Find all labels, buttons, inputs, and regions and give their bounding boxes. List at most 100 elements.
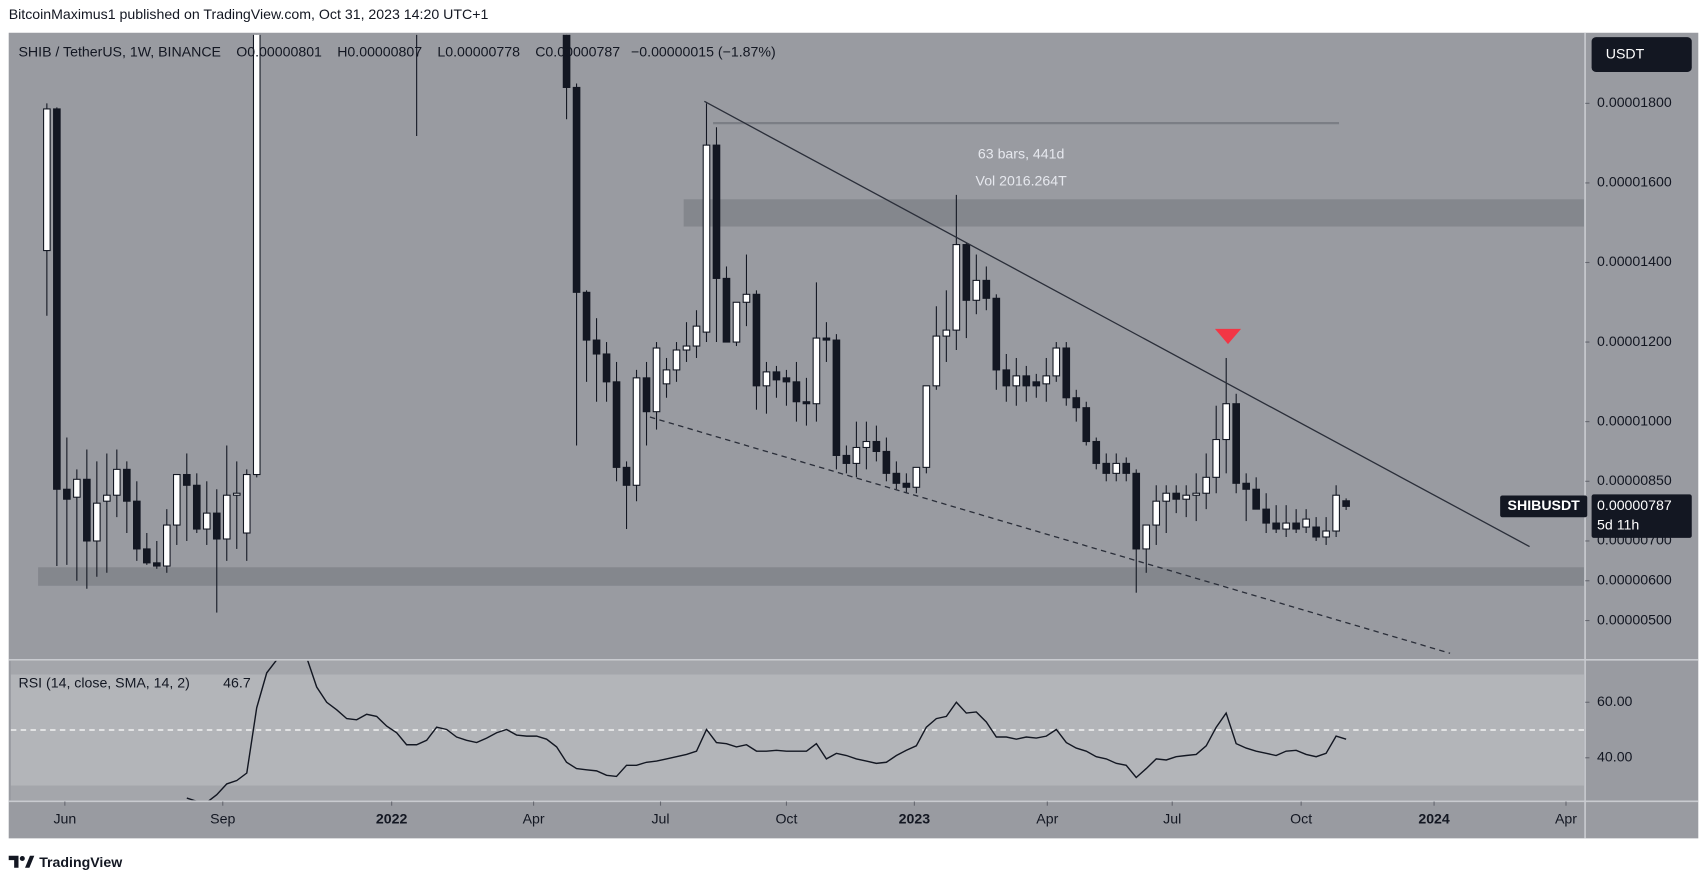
x-tick-label: Sep (210, 811, 235, 827)
candle-body (772, 371, 781, 381)
candle-body (922, 385, 931, 468)
candle-body (572, 86, 581, 293)
candle-body (202, 512, 211, 530)
candle-body (1332, 494, 1340, 532)
y-tick-label: 0.00001200 (1597, 333, 1672, 349)
candle-body (1342, 500, 1350, 507)
candle-body (1032, 381, 1041, 387)
price-change: −0.00000015 (−1.87%) (631, 43, 776, 59)
candle-body (1272, 522, 1280, 530)
price-tag (1591, 494, 1692, 538)
ohlc-value: 0.00000807 (347, 43, 422, 59)
candle-body (53, 108, 61, 490)
x-tick-label: Oct (775, 811, 797, 827)
price-tag-value: 0.00000787 (1597, 497, 1672, 513)
candle-body (1162, 492, 1171, 502)
candle-body (232, 492, 241, 496)
candle-body (862, 440, 871, 449)
footer-logo (8, 855, 35, 868)
y-tick-label: 0.00000850 (1597, 472, 1672, 488)
candle-body (642, 377, 651, 413)
candle-body (1172, 492, 1181, 500)
symbol-legend: SHIB / TetherUS, 1W, BINANCE O0.00000801 H… (19, 43, 776, 59)
candle-body (192, 484, 201, 530)
candle-body (892, 472, 901, 484)
ohlc-value: 0.00000778 (445, 43, 520, 59)
candle-body (682, 345, 691, 351)
candle-body (902, 482, 911, 488)
candle-body (242, 473, 251, 534)
candle-body (1082, 407, 1091, 443)
x-tick-label: 2024 (1418, 811, 1450, 827)
candle-body (802, 401, 811, 405)
drawings (38, 122, 1584, 586)
candle-body (1002, 369, 1011, 387)
price-tag-countdown: 5d 11h (1597, 517, 1639, 533)
candle-body (1232, 403, 1240, 484)
candle-body (712, 144, 721, 279)
last-price-tag: SHIBUSDT 0.00000787 5d 11h (1500, 494, 1692, 538)
candle-body (1302, 518, 1310, 528)
logo-dot (19, 855, 25, 862)
candle-body (882, 450, 891, 474)
candle-body (1262, 508, 1270, 524)
candle-body (133, 500, 141, 550)
candle-body (722, 277, 731, 343)
candle-body (912, 466, 921, 488)
candle-body (1072, 397, 1081, 409)
x-tick-label: 2022 (376, 811, 408, 827)
logo-bar (8, 855, 19, 868)
x-tick-label: Jul (651, 811, 669, 827)
measure-bars: 63 bars, 441d (978, 145, 1064, 161)
currency-button[interactable] (1591, 37, 1692, 72)
ohlc-key: O (236, 43, 247, 59)
symbol-tag-label: SHIBUSDT (1508, 497, 1581, 513)
candle-body (932, 335, 941, 387)
candle-body (212, 512, 221, 540)
candle-body (1252, 488, 1260, 510)
measure-volume: Vol 2016.264T (976, 173, 1068, 189)
candle-body (1242, 482, 1250, 490)
candle-body (1142, 524, 1151, 550)
candle-body (222, 494, 231, 540)
candle-body (152, 562, 161, 567)
candle-body (822, 337, 831, 341)
candle-body (792, 381, 801, 403)
x-tick-label: Oct (1290, 811, 1312, 827)
candle-body (1012, 375, 1021, 387)
candle-body (1222, 403, 1230, 441)
candle-body (1132, 472, 1141, 550)
x-tick-label: Jun (53, 811, 76, 827)
symbol-tag (1500, 495, 1588, 518)
candle-body (1102, 462, 1111, 474)
currency-label[interactable]: USDT (1606, 45, 1645, 61)
candle-body (872, 440, 881, 453)
y-tick-label: 0.00001000 (1597, 412, 1672, 428)
candle-body (622, 466, 631, 486)
candle-body (83, 478, 91, 542)
support-zone (38, 567, 1584, 586)
candle-body (762, 371, 771, 387)
candles (43, 34, 1350, 613)
candle-body (1192, 492, 1201, 496)
y-tick-label: 0.00000500 (1597, 611, 1672, 627)
rsi-legend: RSI (14, close, SMA, 14, 2) (19, 675, 190, 691)
candle-body (972, 279, 981, 301)
ohlc-value: 0.00000787 (545, 43, 620, 59)
candle-body (732, 301, 741, 343)
candle-body (702, 144, 711, 333)
ohlc-key: H (337, 43, 347, 59)
x-tick-label: Jul (1163, 811, 1181, 827)
candle-body (1092, 440, 1101, 464)
candle-body (1112, 462, 1121, 474)
rsi-band-group (10, 674, 1584, 786)
candle-body (962, 244, 971, 301)
rsi-plot (186, 660, 1347, 801)
candle-body (1122, 462, 1131, 474)
descending-trendline (704, 100, 1530, 548)
y-tick-label: 0.00001400 (1597, 253, 1672, 269)
ohlc-key: C (535, 43, 545, 59)
candle-body (63, 488, 71, 500)
